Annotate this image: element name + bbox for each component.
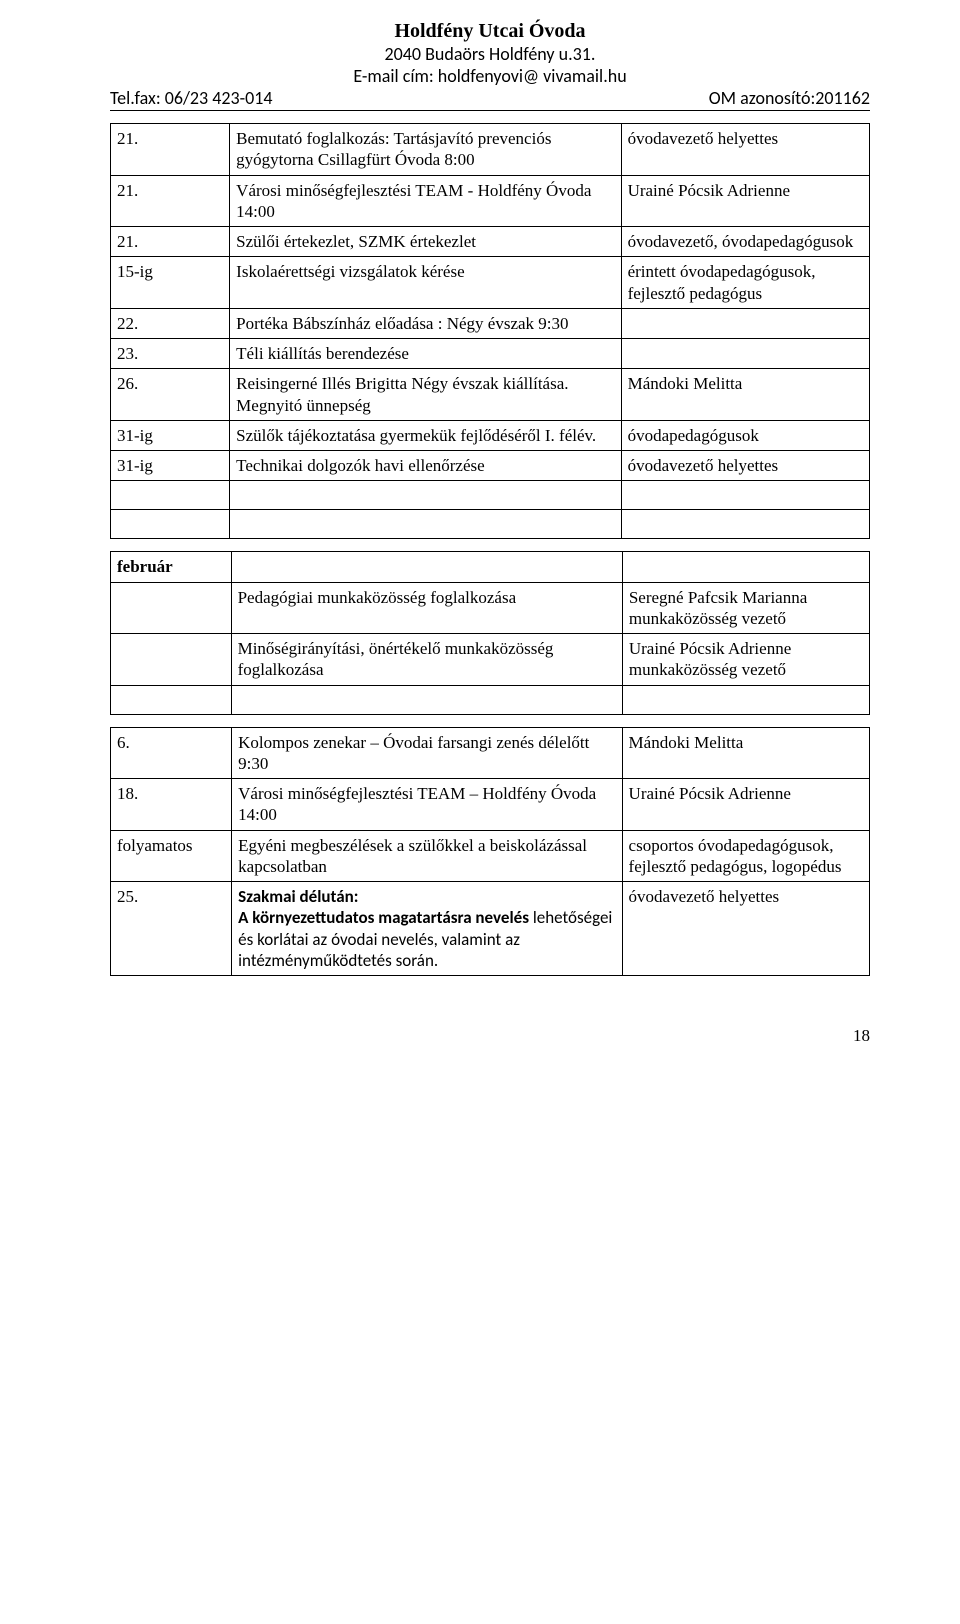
table-row: Pedagógiai munkaközösség foglalkozása Se… [111,582,870,634]
table-row: 25. Szakmai délután:A környezettudatos m… [111,882,870,976]
table-row: 22. Portéka Bábszínház előadása : Négy é… [111,308,870,338]
cell-date: 31-ig [111,420,230,450]
cell-activity: Városi minőségfejlesztési TEAM – Holdfén… [232,779,622,831]
table-row: 31-ig Technikai dolgozók havi ellenőrzés… [111,451,870,481]
header-address: 2040 Budaörs Holdfény u.31. [110,43,870,65]
cell-activity: Kolompos zenekar – Óvodai farsangi zenés… [232,727,622,779]
table-row-empty [111,510,870,539]
cell-responsible [621,339,869,369]
cell-activity: Pedagógiai munkaközösség foglalkozása [231,582,622,634]
table-row: 21. Szülői értekezlet, SZMK értekezlet ó… [111,227,870,257]
cell-responsible [621,308,869,338]
schedule-table-1: 21. Bemutató foglalkozás: Tartásjavító p… [110,123,870,539]
table-row: 6. Kolompos zenekar – Óvodai farsangi ze… [111,727,870,779]
table-row: 18. Városi minőségfejlesztési TEAM – Hol… [111,779,870,831]
table-row: 26. Reisingerné Illés Brigitta Négy évsz… [111,369,870,421]
cell-date: 15-ig [111,257,230,309]
header-bottom-row: Tel.fax: 06/23 423-014 OM azonosító:2011… [110,87,870,111]
cell-date [111,634,232,686]
table-row: 15-ig Iskolaérettségi vizsgálatok kérése… [111,257,870,309]
cell-activity: Technikai dolgozók havi ellenőrzése [230,451,621,481]
table-row: folyamatos Egyéni megbeszélések a szülők… [111,830,870,882]
cell-month: február [111,552,232,582]
cell-date: 22. [111,308,230,338]
cell-activity: Bemutató foglalkozás: Tartásjavító preve… [230,124,621,176]
cell-responsible [622,552,869,582]
document-header: Holdfény Utcai Óvoda 2040 Budaörs Holdfé… [110,20,870,111]
cell-activity: Városi minőségfejlesztési TEAM - Holdfén… [230,175,621,227]
cell-date: 31-ig [111,451,230,481]
schedule-table-2: február Pedagógiai munkaközösség foglalk… [110,551,870,714]
cell-date: 21. [111,124,230,176]
table-row: 21. Városi minőségfejlesztési TEAM - Hol… [111,175,870,227]
cell-responsible: óvodavezető helyettes [621,451,869,481]
cell-activity: Szakmai délután:A környezettudatos magat… [232,882,622,976]
cell-date: 6. [111,727,232,779]
cell-date [111,582,232,634]
cell-date: 21. [111,175,230,227]
header-title: Holdfény Utcai Óvoda [110,20,870,43]
table-row-empty [111,481,870,510]
cell-responsible: Urainé Pócsik Adrienne [621,175,869,227]
cell-responsible: Mándoki Melitta [621,369,869,421]
cell-responsible: érintett óvodapedagógusok, fejlesztő ped… [621,257,869,309]
page: Holdfény Utcai Óvoda 2040 Budaörs Holdfé… [0,0,960,1076]
cell-activity: Minőségirányítási, önértékelő munkaközös… [231,634,622,686]
header-telfax: Tel.fax: 06/23 423-014 [110,87,273,109]
cell-responsible: óvodavezető helyettes [621,124,869,176]
cell-responsible: óvodavezető, óvodapedagógusok [621,227,869,257]
cell-date: 25. [111,882,232,976]
table-row-empty [111,685,870,714]
header-om: OM azonosító:201162 [709,87,870,109]
cell-date: 18. [111,779,232,831]
cell-activity [231,552,622,582]
schedule-table-3: 6. Kolompos zenekar – Óvodai farsangi ze… [110,727,870,977]
header-email: E-mail cím: holdfenyovi@ vivamail.hu [110,65,870,87]
table-row: 23. Téli kiállítás berendezése [111,339,870,369]
cell-responsible: Mándoki Melitta [622,727,869,779]
cell-date: 23. [111,339,230,369]
cell-activity: Szülői értekezlet, SZMK értekezlet [230,227,621,257]
table-row: Minőségirányítási, önértékelő munkaközös… [111,634,870,686]
cell-activity: Portéka Bábszínház előadása : Négy évsza… [230,308,621,338]
cell-responsible: csoportos óvodapedagógusok, fejlesztő pe… [622,830,869,882]
cell-activity: Iskolaérettségi vizsgálatok kérése [230,257,621,309]
cell-bold-part: Szakmai délután:A környezettudatos magat… [238,886,529,928]
cell-date: 26. [111,369,230,421]
cell-activity: Téli kiállítás berendezése [230,339,621,369]
cell-date: 21. [111,227,230,257]
table-row: 31-ig Szülők tájékoztatása gyermekük fej… [111,420,870,450]
table-row: 21. Bemutató foglalkozás: Tartásjavító p… [111,124,870,176]
table-row: február [111,552,870,582]
cell-date: folyamatos [111,830,232,882]
cell-responsible: Urainé Pócsik Adrienne munkaközösség vez… [622,634,869,686]
cell-activity: Egyéni megbeszélések a szülőkkel a beisk… [232,830,622,882]
cell-activity: Reisingerné Illés Brigitta Négy évszak k… [230,369,621,421]
cell-responsible: óvodapedagógusok [621,420,869,450]
cell-activity: Szülők tájékoztatása gyermekük fejlődésé… [230,420,621,450]
page-number: 18 [110,1026,870,1046]
cell-responsible: óvodavezető helyettes [622,882,869,976]
cell-responsible: Seregné Pafcsik Marianna munkaközösség v… [622,582,869,634]
cell-responsible: Urainé Pócsik Adrienne [622,779,869,831]
